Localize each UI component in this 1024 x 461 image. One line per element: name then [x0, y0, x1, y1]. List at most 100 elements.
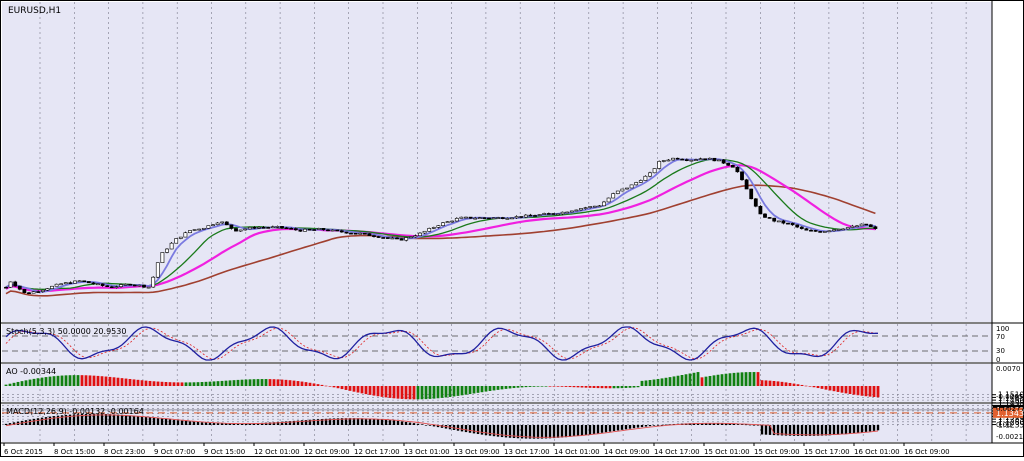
candle[interactable]: [776, 220, 781, 223]
candle[interactable]: [767, 216, 772, 219]
candle[interactable]: [464, 216, 468, 219]
candle[interactable]: [753, 198, 758, 208]
candle[interactable]: [491, 217, 496, 220]
candle[interactable]: [31, 290, 36, 294]
candle[interactable]: [298, 229, 303, 232]
candle[interactable]: [229, 224, 234, 230]
candle[interactable]: [174, 238, 179, 244]
candle[interactable]: [367, 233, 372, 236]
candle[interactable]: [8, 281, 13, 288]
candle[interactable]: [850, 224, 855, 229]
candle[interactable]: [546, 212, 551, 215]
candle[interactable]: [468, 216, 473, 219]
candle[interactable]: [243, 228, 248, 231]
candle[interactable]: [404, 236, 409, 242]
candle[interactable]: [395, 236, 399, 240]
candle[interactable]: [316, 227, 321, 230]
candle[interactable]: [804, 227, 809, 231]
candle[interactable]: [307, 228, 312, 231]
candle[interactable]: [280, 226, 284, 230]
candle[interactable]: [68, 281, 73, 284]
candle[interactable]: [390, 236, 395, 240]
candle[interactable]: [436, 225, 441, 229]
candle[interactable]: [183, 231, 188, 238]
candle[interactable]: [454, 217, 459, 222]
candle[interactable]: [629, 184, 634, 189]
candle[interactable]: [836, 229, 841, 231]
candle[interactable]: [63, 282, 68, 285]
candle[interactable]: [238, 229, 243, 232]
candle[interactable]: [330, 229, 335, 232]
candle[interactable]: [151, 276, 156, 288]
candle[interactable]: [224, 221, 229, 226]
candle[interactable]: [399, 238, 404, 241]
candle[interactable]: [146, 286, 151, 289]
main-price-panel[interactable]: [2, 2, 992, 322]
candle[interactable]: [326, 228, 330, 232]
candle[interactable]: [353, 232, 358, 235]
candle[interactable]: [252, 226, 257, 230]
candle[interactable]: [247, 226, 252, 230]
candle[interactable]: [178, 236, 183, 240]
candle[interactable]: [542, 212, 547, 215]
candle[interactable]: [408, 236, 413, 239]
candle[interactable]: [822, 231, 827, 233]
candle[interactable]: [17, 285, 22, 291]
candle[interactable]: [832, 229, 836, 232]
candle[interactable]: [211, 224, 215, 227]
candle[interactable]: [59, 283, 64, 286]
candle[interactable]: [772, 217, 777, 223]
candle[interactable]: [431, 226, 436, 230]
candle[interactable]: [54, 283, 59, 287]
candle[interactable]: [859, 223, 864, 227]
candle[interactable]: [717, 159, 721, 162]
candle[interactable]: [500, 216, 505, 220]
candle[interactable]: [781, 219, 786, 225]
candle[interactable]: [165, 248, 169, 254]
candle[interactable]: [551, 213, 556, 215]
candle[interactable]: [864, 223, 869, 226]
candle[interactable]: [459, 216, 464, 219]
candle[interactable]: [556, 213, 560, 216]
candle[interactable]: [749, 188, 754, 200]
candle[interactable]: [450, 220, 455, 223]
candle[interactable]: [261, 226, 266, 229]
candle[interactable]: [312, 229, 317, 231]
candle[interactable]: [845, 227, 850, 230]
candle[interactable]: [105, 285, 110, 288]
candle[interactable]: [362, 232, 367, 235]
candle[interactable]: [786, 222, 790, 225]
candle[interactable]: [137, 284, 142, 287]
candle[interactable]: [91, 281, 96, 285]
candle[interactable]: [763, 213, 767, 218]
candle[interactable]: [477, 216, 482, 219]
candle[interactable]: [758, 205, 763, 215]
candle[interactable]: [123, 283, 128, 286]
candle[interactable]: [22, 289, 27, 294]
candle[interactable]: [689, 159, 694, 162]
candle[interactable]: [813, 229, 818, 232]
candle[interactable]: [100, 283, 105, 287]
candle[interactable]: [27, 291, 31, 295]
candle[interactable]: [841, 228, 846, 231]
candle[interactable]: [818, 230, 823, 233]
candle[interactable]: [96, 283, 100, 286]
candle[interactable]: [694, 158, 698, 161]
candle[interactable]: [588, 205, 593, 209]
candle[interactable]: [790, 222, 795, 226]
candle[interactable]: [339, 229, 344, 233]
candle[interactable]: [155, 262, 160, 279]
candle[interactable]: [303, 228, 307, 232]
candle[interactable]: [358, 232, 363, 235]
candle[interactable]: [422, 230, 427, 234]
candle[interactable]: [40, 289, 45, 293]
candle[interactable]: [565, 211, 570, 214]
candle[interactable]: [86, 281, 91, 284]
candle[interactable]: [197, 228, 202, 231]
candle[interactable]: [335, 229, 340, 232]
candle[interactable]: [372, 234, 376, 238]
candle[interactable]: [169, 242, 174, 250]
candle[interactable]: [740, 171, 744, 181]
candle[interactable]: [160, 252, 165, 263]
